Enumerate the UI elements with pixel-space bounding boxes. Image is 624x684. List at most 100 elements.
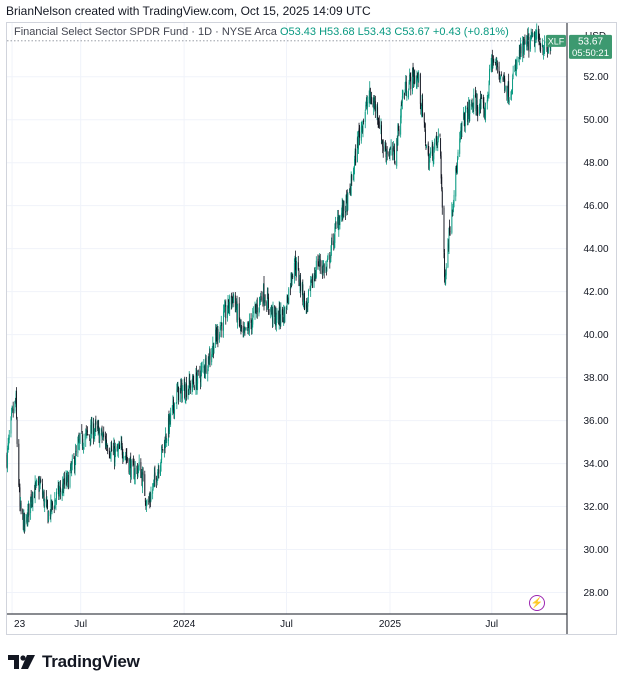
candle-body: [232, 297, 233, 298]
candle-body: [465, 107, 467, 109]
candle-body: [244, 327, 246, 330]
candle-body: [404, 89, 406, 93]
candle-body: [471, 102, 472, 103]
candle-body: [114, 450, 116, 463]
candle-body: [192, 376, 194, 389]
candle-body: [248, 320, 250, 333]
candle-body: [156, 479, 158, 484]
candle-body: [160, 460, 162, 465]
candle-body: [510, 95, 512, 99]
candle-body: [166, 439, 168, 444]
candle-body: [439, 134, 441, 137]
candle-body: [192, 378, 194, 383]
candle-body: [187, 390, 189, 399]
candle-body: [318, 263, 320, 265]
candle-body: [170, 412, 172, 421]
candle-body: [274, 305, 276, 317]
candle-body: [203, 366, 205, 372]
candle-body: [193, 386, 195, 390]
candle-body: [200, 378, 201, 383]
candle-body: [366, 101, 368, 107]
candle-body: [424, 122, 426, 128]
candle-body: [49, 510, 51, 517]
candle-body: [329, 259, 331, 262]
candle-body: [386, 150, 388, 155]
candle-body: [516, 57, 518, 66]
candle-body: [313, 275, 315, 288]
candle-body: [449, 231, 451, 233]
candle-body: [394, 161, 396, 164]
candle-body: [204, 370, 206, 373]
candle-body: [397, 124, 399, 146]
lightning-icon[interactable]: ⚡: [529, 595, 545, 611]
candle-body: [15, 393, 17, 405]
y-tick-label: 48.00: [583, 158, 608, 169]
candle-body: [386, 150, 388, 160]
candle-body: [385, 145, 386, 151]
candle-body: [421, 101, 423, 111]
candle-body: [291, 277, 293, 282]
candle-body: [291, 275, 293, 281]
candle-body: [315, 274, 317, 277]
candle-body: [294, 256, 296, 262]
candle-body: [101, 429, 103, 438]
candle-body: [479, 100, 481, 110]
candle-body: [86, 430, 88, 433]
candle-body: [448, 227, 450, 250]
candle-body: [326, 263, 328, 267]
candle-body: [46, 501, 48, 506]
candle-body: [333, 240, 335, 243]
candle-body: [35, 481, 37, 486]
candle-body: [358, 130, 359, 150]
candle-body: [299, 278, 301, 287]
x-tick-label: 2024: [173, 619, 196, 630]
candle-body: [417, 78, 419, 81]
candle-body: [410, 76, 412, 90]
legend-symbol-name: Financial Select Sector SPDR Fund · 1D ·…: [14, 26, 277, 38]
candle-body: [468, 100, 470, 117]
candle-body: [443, 207, 445, 252]
candle-body: [158, 469, 160, 474]
candle-body: [87, 434, 89, 436]
candle-body: [98, 428, 100, 443]
candle-body: [303, 293, 305, 303]
candle-body: [385, 148, 387, 157]
candle-body: [230, 295, 232, 305]
candle-body: [43, 491, 45, 506]
brand-logo: TradingView: [8, 652, 140, 672]
candle-body: [539, 44, 541, 50]
candle-body: [530, 35, 532, 49]
candle-body: [23, 514, 25, 532]
candle-body: [464, 118, 466, 127]
candle-body: [445, 267, 447, 276]
candle-body: [107, 448, 109, 452]
candle-body: [437, 137, 439, 146]
candle-body: [297, 262, 299, 270]
candle-body: [451, 209, 453, 211]
candle-body: [441, 190, 443, 208]
candle-body: [67, 474, 69, 490]
candle-body: [373, 100, 375, 106]
candle-body: [157, 471, 159, 481]
candle-body: [199, 370, 201, 377]
candle-body: [522, 39, 524, 44]
candle-body: [301, 283, 303, 292]
candle-body: [219, 334, 221, 339]
candle-body: [69, 471, 71, 487]
x-tick-label: Jul: [485, 619, 498, 630]
candle-body: [286, 296, 288, 309]
candle-body: [315, 260, 317, 278]
candle-body: [451, 209, 453, 233]
candle-body: [295, 257, 296, 271]
candle-body: [209, 351, 211, 360]
candle-body: [173, 409, 175, 415]
candle-body: [79, 439, 80, 444]
candle-body: [361, 124, 363, 127]
candle-body: [75, 450, 77, 465]
candle-body: [176, 388, 178, 390]
candle-body: [356, 137, 358, 162]
candle-body: [120, 443, 122, 449]
candle-body: [263, 283, 265, 304]
candle-body: [252, 314, 254, 325]
